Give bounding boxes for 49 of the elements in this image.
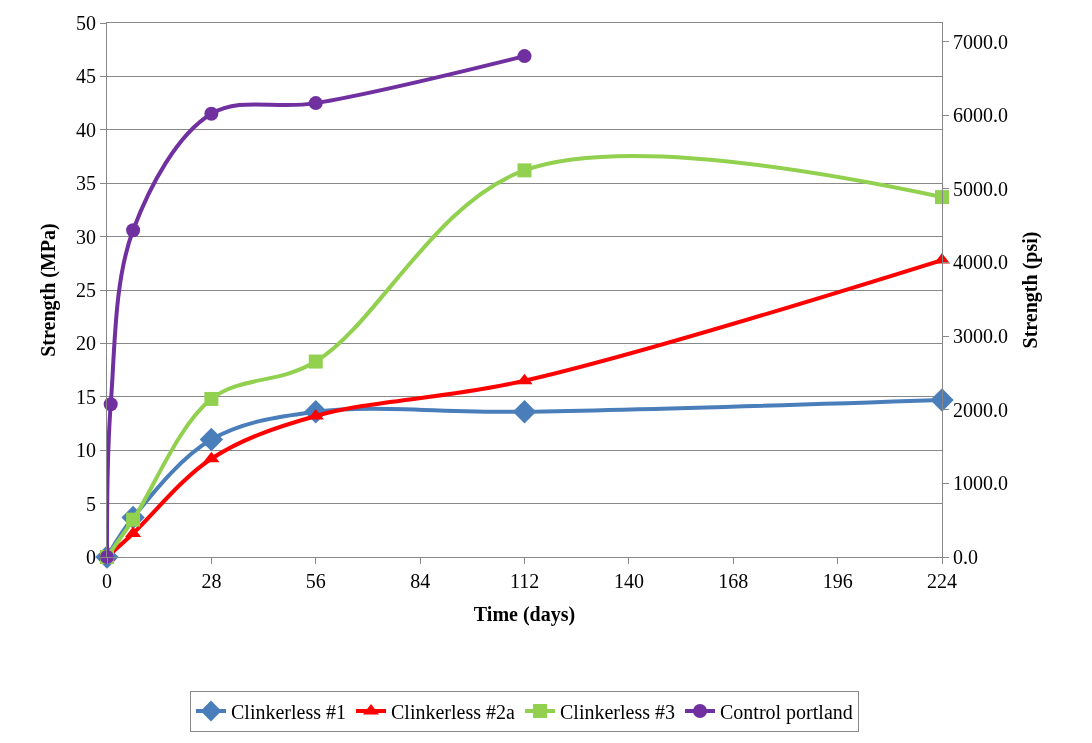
point bbox=[517, 49, 532, 64]
point bbox=[204, 106, 219, 121]
legend-label: Clinkerless #2a bbox=[391, 700, 515, 723]
point bbox=[935, 190, 949, 205]
legend-label: Clinkerless #1 bbox=[231, 700, 346, 723]
y-tick-label: 50 bbox=[76, 12, 96, 34]
y-tick-label: 5 bbox=[86, 492, 96, 515]
y2-tick-label: 1000.0 bbox=[953, 472, 1008, 495]
point bbox=[126, 223, 141, 238]
y-tick-label: 35 bbox=[76, 172, 96, 195]
y-tick-label: 45 bbox=[76, 65, 96, 88]
y-tick-label: 20 bbox=[76, 332, 96, 355]
point bbox=[203, 451, 220, 463]
point bbox=[204, 391, 219, 406]
y2-tick-label: 7000.0 bbox=[953, 30, 1008, 53]
point bbox=[199, 427, 224, 452]
x-tick-label: 224 bbox=[927, 570, 957, 592]
y2-tick-label: 3000.0 bbox=[953, 325, 1008, 348]
x-tick-label: 0 bbox=[102, 570, 112, 592]
point bbox=[930, 388, 954, 412]
legend-label: Control portland bbox=[719, 700, 853, 724]
point bbox=[516, 373, 533, 385]
y-tick-label: 15 bbox=[76, 385, 96, 408]
x-tick-label: 56 bbox=[305, 570, 326, 592]
x-axis-title: Time (days) bbox=[473, 602, 576, 626]
point bbox=[308, 96, 323, 111]
point bbox=[308, 354, 323, 369]
legend-label: Clinkerless #3 bbox=[559, 700, 675, 723]
y-tick-label: 30 bbox=[76, 225, 96, 248]
y-tick-label: 25 bbox=[76, 279, 96, 301]
x-tick-label: 28 bbox=[201, 570, 222, 592]
y2-tick-label: 4000.0 bbox=[953, 251, 1008, 274]
y-tick-label: 0 bbox=[86, 546, 96, 568]
point bbox=[512, 400, 537, 424]
y2-tick-label: 6000.0 bbox=[953, 104, 1008, 127]
y-axis-title: Strength (MPa) bbox=[36, 223, 60, 357]
point bbox=[517, 163, 532, 178]
point bbox=[103, 397, 118, 412]
y2-tick-label: 0.0 bbox=[953, 546, 978, 568]
x-tick-label: 168 bbox=[718, 570, 749, 592]
y2-axis-title: Strength (psi) bbox=[1018, 231, 1042, 349]
x-tick-label: 196 bbox=[822, 570, 853, 592]
y-tick-label: 40 bbox=[76, 118, 96, 141]
x-tick-label: 84 bbox=[410, 570, 431, 592]
x-tick-label: 140 bbox=[613, 570, 644, 592]
x-tick-label: 112 bbox=[509, 570, 540, 592]
y2-tick-label: 5000.0 bbox=[953, 177, 1008, 200]
y2-tick-label: 2000.0 bbox=[953, 398, 1008, 421]
y-tick-label: 10 bbox=[76, 439, 96, 462]
